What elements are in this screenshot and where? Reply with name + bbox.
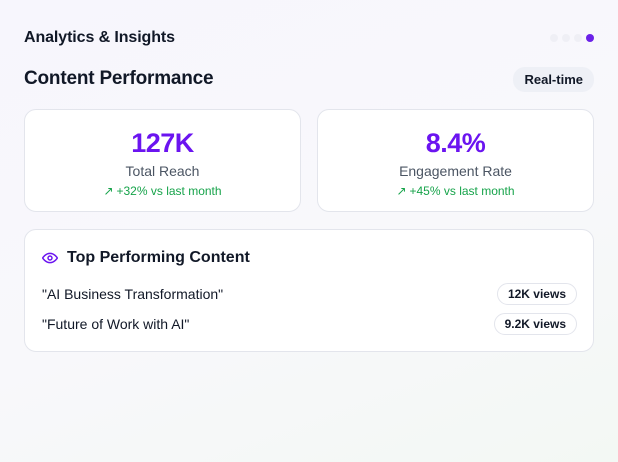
top-content-title: Top Performing Content [67, 249, 250, 266]
stat-value: 8.4% [425, 128, 486, 158]
page-indicator [550, 34, 594, 42]
realtime-badge: Real-time [513, 66, 594, 92]
content-row[interactable]: "AI Business Transformation" 12K views [42, 283, 577, 305]
views-badge: 9.2K views [493, 313, 577, 335]
arrow-up-right-icon: ↗ [396, 184, 407, 198]
content-row[interactable]: "Future of Work with AI" 9.2K views [42, 313, 577, 335]
section-title: Content Performance [24, 68, 214, 89]
views-badge: 12K views [496, 283, 577, 305]
stat-label: Total Reach [125, 163, 200, 179]
top-content-header: Top Performing Content [42, 249, 250, 267]
eye-icon [42, 250, 58, 266]
stat-value: 127K [131, 128, 194, 158]
stat-card-engagement-rate: 8.4% Engagement Rate ↗ +45% vs last month [317, 109, 594, 212]
arrow-up-right-icon: ↗ [103, 184, 114, 198]
page-dot-active[interactable] [586, 34, 594, 42]
content-title: "Future of Work with AI" [42, 316, 190, 332]
content-title: "AI Business Transformation" [42, 286, 224, 302]
page-dot[interactable] [562, 34, 570, 42]
section-header: Content Performance Real-time [24, 66, 594, 92]
page-dot[interactable] [550, 34, 558, 42]
stat-label: Engagement Rate [399, 163, 512, 179]
app-title: Analytics & Insights [24, 29, 175, 46]
stat-delta: ↗ +32% vs last month [25, 183, 300, 199]
stat-delta-text: +32% vs last month [116, 184, 222, 198]
stat-delta-text: +45% vs last month [409, 184, 515, 198]
page-dot[interactable] [574, 34, 582, 42]
top-content-card: Top Performing Content "AI Business Tran… [24, 229, 594, 352]
header: Analytics & Insights [24, 27, 594, 49]
stat-delta: ↗ +45% vs last month [318, 183, 593, 199]
stat-card-total-reach: 127K Total Reach ↗ +32% vs last month [24, 109, 301, 212]
